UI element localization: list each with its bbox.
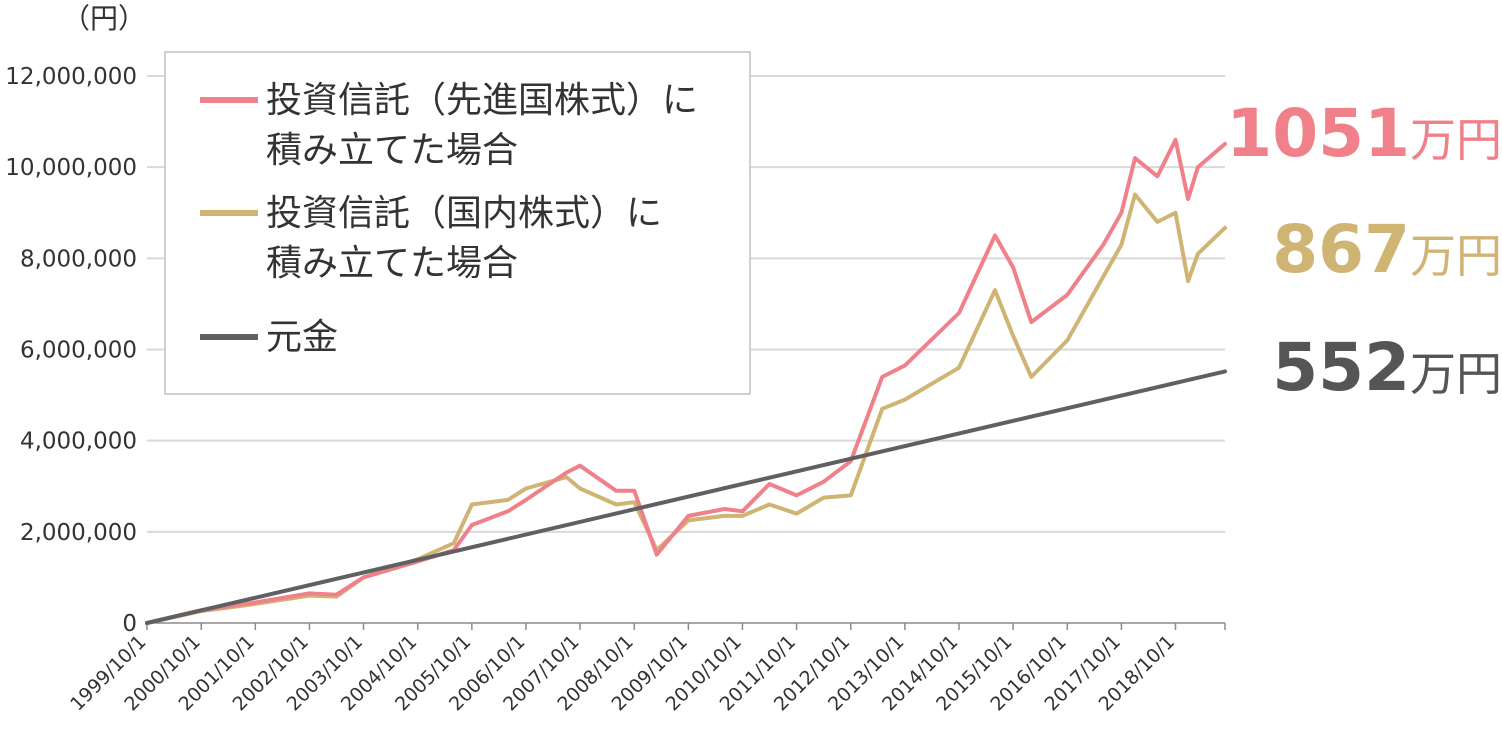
series-lines xyxy=(145,137,1227,625)
y-tick-label: 4,000,000 xyxy=(20,429,137,455)
legend-box xyxy=(164,51,751,395)
end-value-domestic: 867万円 xyxy=(1272,211,1502,288)
y-tick-label: 6,000,000 xyxy=(20,338,137,364)
end-value-developed: 1051万円 xyxy=(1226,95,1502,172)
y-tick-label: 12,000,000 xyxy=(5,64,137,90)
legend: 投資信託（先進国株式）に積み立てた場合 投資信託（国内株式）に積み立てた場合 元… xyxy=(164,51,751,395)
legend-label-principal: 元金 xyxy=(266,317,338,358)
end-value-labels: 1051万円 867万円 552万円 xyxy=(1226,95,1502,406)
y-tick-label: 0 xyxy=(122,611,137,637)
end-value-principal: 552万円 xyxy=(1272,329,1502,406)
legend-label-domestic: 投資信託（国内株式）に積み立てた場合 xyxy=(266,193,662,284)
y-tick-label: 10,000,000 xyxy=(5,155,137,181)
legend-label-developed: 投資信託（先進国株式）に積み立てた場合 xyxy=(266,80,698,171)
series-line-principal xyxy=(145,369,1227,625)
y-tick-label: 2,000,000 xyxy=(20,520,137,546)
y-axis-unit-label: （円） xyxy=(62,2,146,35)
y-tick-label: 8,000,000 xyxy=(20,246,137,272)
x-axis: 1999/10/12000/10/12001/10/12002/10/12003… xyxy=(66,622,1226,715)
y-axis-ticks: 0 2,000,000 4,000,000 6,000,000 8,000,000 10,… xyxy=(5,64,137,637)
